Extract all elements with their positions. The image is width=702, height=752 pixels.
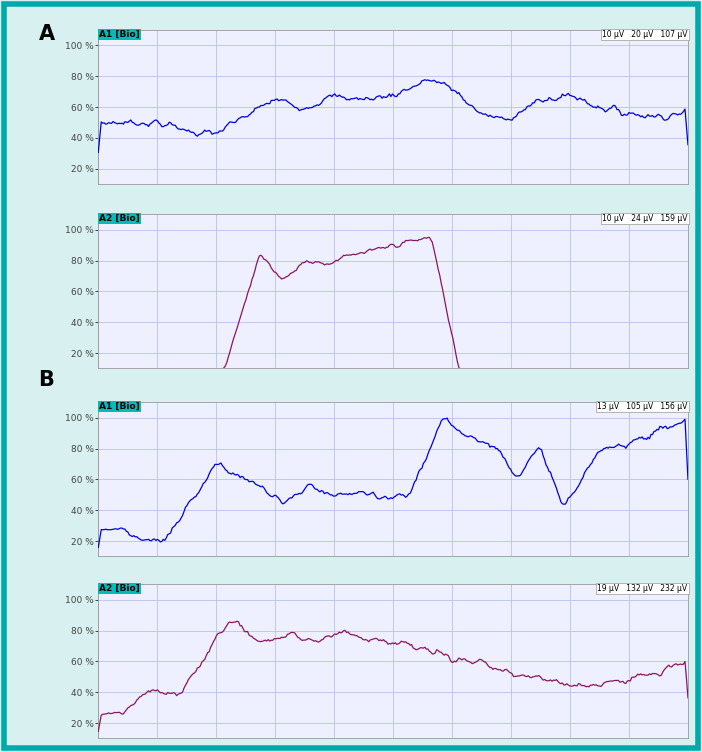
Text: B: B bbox=[39, 370, 55, 390]
Text: A: A bbox=[39, 24, 55, 44]
Text: 10 μV   24 μV   159 μV: 10 μV 24 μV 159 μV bbox=[602, 214, 687, 223]
Text: 10 μV   20 μV   107 μV: 10 μV 20 μV 107 μV bbox=[602, 30, 687, 39]
Text: A2 [Bio]: A2 [Bio] bbox=[99, 584, 140, 593]
Text: 13 μV   105 μV   156 μV: 13 μV 105 μV 156 μV bbox=[597, 402, 687, 411]
Text: 19 μV   132 μV   232 μV: 19 μV 132 μV 232 μV bbox=[597, 584, 687, 593]
Text: A1 [Bio]: A1 [Bio] bbox=[99, 30, 140, 39]
Text: A2 [Bio]: A2 [Bio] bbox=[99, 214, 140, 223]
Text: A1 [Bio]: A1 [Bio] bbox=[99, 402, 140, 411]
